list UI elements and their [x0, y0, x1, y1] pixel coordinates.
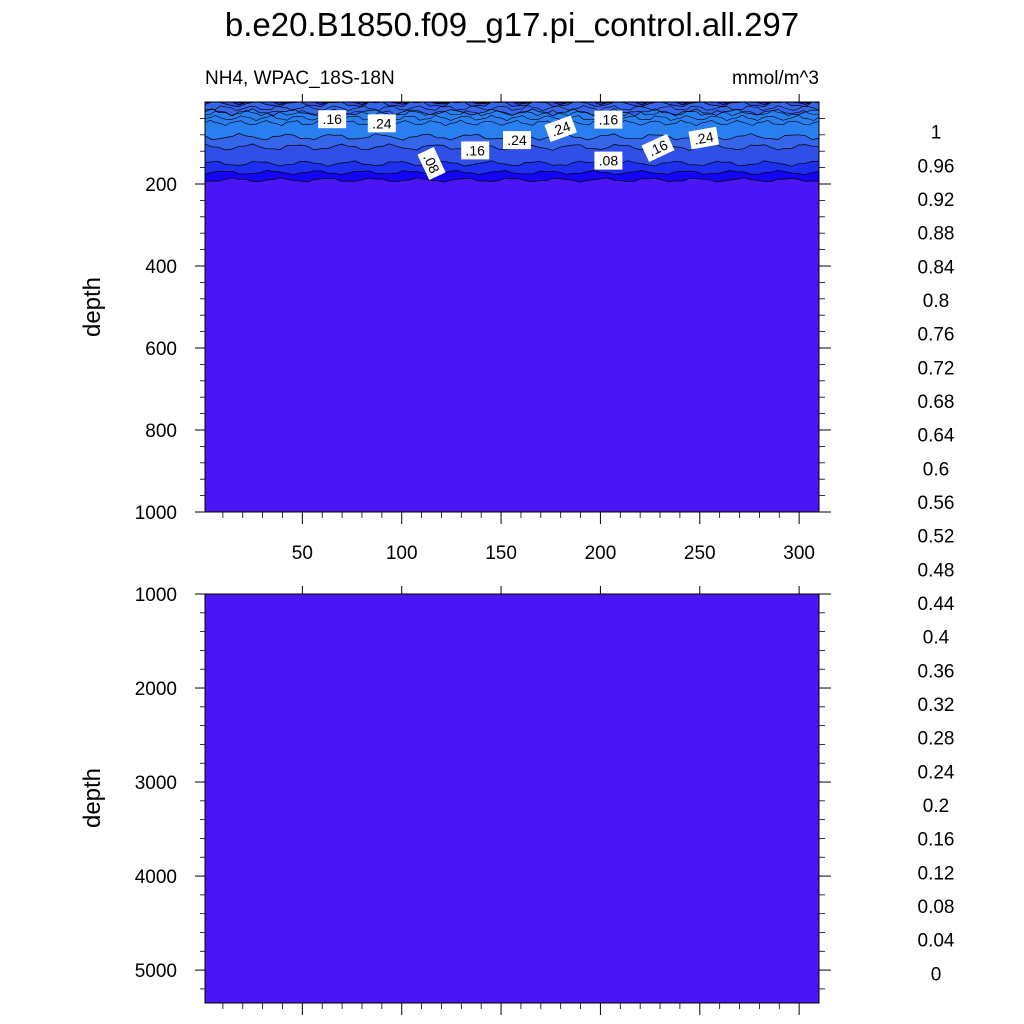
y-tick-label: 4000 [135, 867, 177, 888]
y-tick-label: 3000 [135, 773, 177, 794]
colorbar-label: 0.32 [918, 695, 955, 716]
contour-label-box [503, 131, 531, 150]
contour-label: .24 [503, 131, 531, 150]
contour-label: .08 [417, 147, 446, 180]
contour-label-text: .16 [599, 112, 619, 128]
contour-label-box [417, 147, 446, 180]
colorbar-label: 0.16 [918, 830, 955, 851]
upper-subtitle-right: mmol/m^3 [732, 68, 819, 89]
colorbar-label: 1 [931, 123, 942, 144]
lower-panel: 1000 2000 3000 4000 5000 depth [79, 585, 831, 1015]
colorbar-label: 0.28 [918, 729, 955, 750]
upper-panel: .16 .24 .08 .16 .24 .24 .16 .08 .16 .24 200 400 600 8… [79, 94, 831, 564]
contour-label-text: .24 [372, 115, 392, 131]
colorbar-label: 0.88 [918, 224, 955, 245]
contour-label: .08 [594, 151, 623, 170]
contour-label-box [641, 133, 675, 162]
contour-label-text: .24 [507, 132, 527, 148]
y-tick-label: 600 [145, 339, 177, 360]
colorbar-label: 0.4 [923, 628, 950, 649]
colorbar-label: 0.84 [918, 257, 955, 278]
contour-label: .24 [367, 114, 396, 133]
x-tick-label: 250 [684, 543, 716, 564]
colorbar-label: 0.72 [918, 358, 955, 379]
colorbar-label: 0.12 [918, 863, 955, 884]
colorbar-label: 0.24 [918, 762, 955, 783]
contour-line [204, 105, 820, 112]
contour-label-text: .08 [599, 153, 619, 169]
y-tick-label: 5000 [135, 961, 177, 982]
y-tick-label: 800 [145, 421, 177, 442]
colorbar-label: 0.64 [918, 426, 955, 447]
contour-label-box [367, 114, 396, 133]
x-tick-label: 200 [585, 543, 617, 564]
contour-label-box [461, 141, 490, 160]
y-tick-label: 1000 [135, 503, 177, 524]
contour-line [204, 114, 820, 122]
colorbar: 0 0.04 0.08 0.12 0.16 0.2 0.24 0.28 0.32 0.36 0.4 0… [918, 123, 955, 986]
contour-label-box [594, 151, 623, 170]
contour-label-text: .24 [693, 128, 715, 147]
contour-label-text: .16 [322, 111, 342, 127]
colorbar-label: 0.36 [918, 661, 955, 682]
contour-label-text: .08 [420, 151, 443, 176]
colorbar-label: 0.52 [918, 527, 955, 548]
colorbar-label: 0.04 [918, 931, 955, 952]
x-tick-label: 300 [783, 543, 815, 564]
contour-label: .16 [594, 110, 623, 129]
colorbar-label: 0.76 [918, 325, 955, 346]
colorbar-label: 0.56 [918, 493, 955, 514]
contour-label: .16 [461, 141, 490, 160]
contour-label: .16 [641, 133, 675, 162]
colorbar-label: 0.6 [923, 459, 949, 480]
y-tick-label: 400 [145, 257, 177, 278]
contour-label: .24 [544, 115, 577, 142]
lower-field-background [205, 594, 819, 1003]
contour-label: .24 [688, 126, 720, 150]
contour-label-box [688, 126, 720, 150]
lower-frame [204, 593, 820, 1004]
colorbar-label: 0.2 [923, 796, 949, 817]
upper-subtitle-left: NH4, WPAC_18S-18N [205, 68, 395, 89]
colorbar-label: 0.92 [918, 190, 955, 211]
colorbar-label: 0.08 [918, 897, 955, 918]
x-tick-label: 150 [485, 543, 517, 564]
contour-label-text: .16 [646, 136, 671, 159]
colorbar-label: 0.44 [918, 594, 955, 615]
contour-line [204, 109, 820, 117]
colorbar-label: 0.96 [918, 156, 955, 177]
y-tick-label: 1000 [135, 585, 177, 606]
x-tick-label: 100 [386, 543, 418, 564]
lower-y-axis-label: depth [79, 768, 106, 828]
contour-label-box [594, 110, 623, 129]
contour-label-box [318, 110, 347, 129]
colorbar-label: 0 [931, 964, 942, 985]
contour-line [204, 119, 820, 127]
upper-y-axis-label: depth [79, 277, 106, 337]
colorbar-label: 0.68 [918, 392, 955, 413]
contour-label-box [544, 115, 577, 142]
contour-label: .16 [318, 110, 347, 129]
chart-title: b.e20.B1850.f09_g17.pi_control.all.297 [225, 6, 799, 43]
upper-frame [204, 101, 820, 513]
x-tick-label: 50 [292, 543, 313, 564]
contour-label-text: .16 [465, 142, 485, 158]
contour-label-text: .24 [549, 118, 573, 140]
colorbar-label: 0.48 [918, 560, 955, 581]
colorbar-label: 0.8 [923, 291, 949, 312]
y-tick-label: 200 [145, 175, 177, 196]
y-tick-label: 2000 [135, 679, 177, 700]
